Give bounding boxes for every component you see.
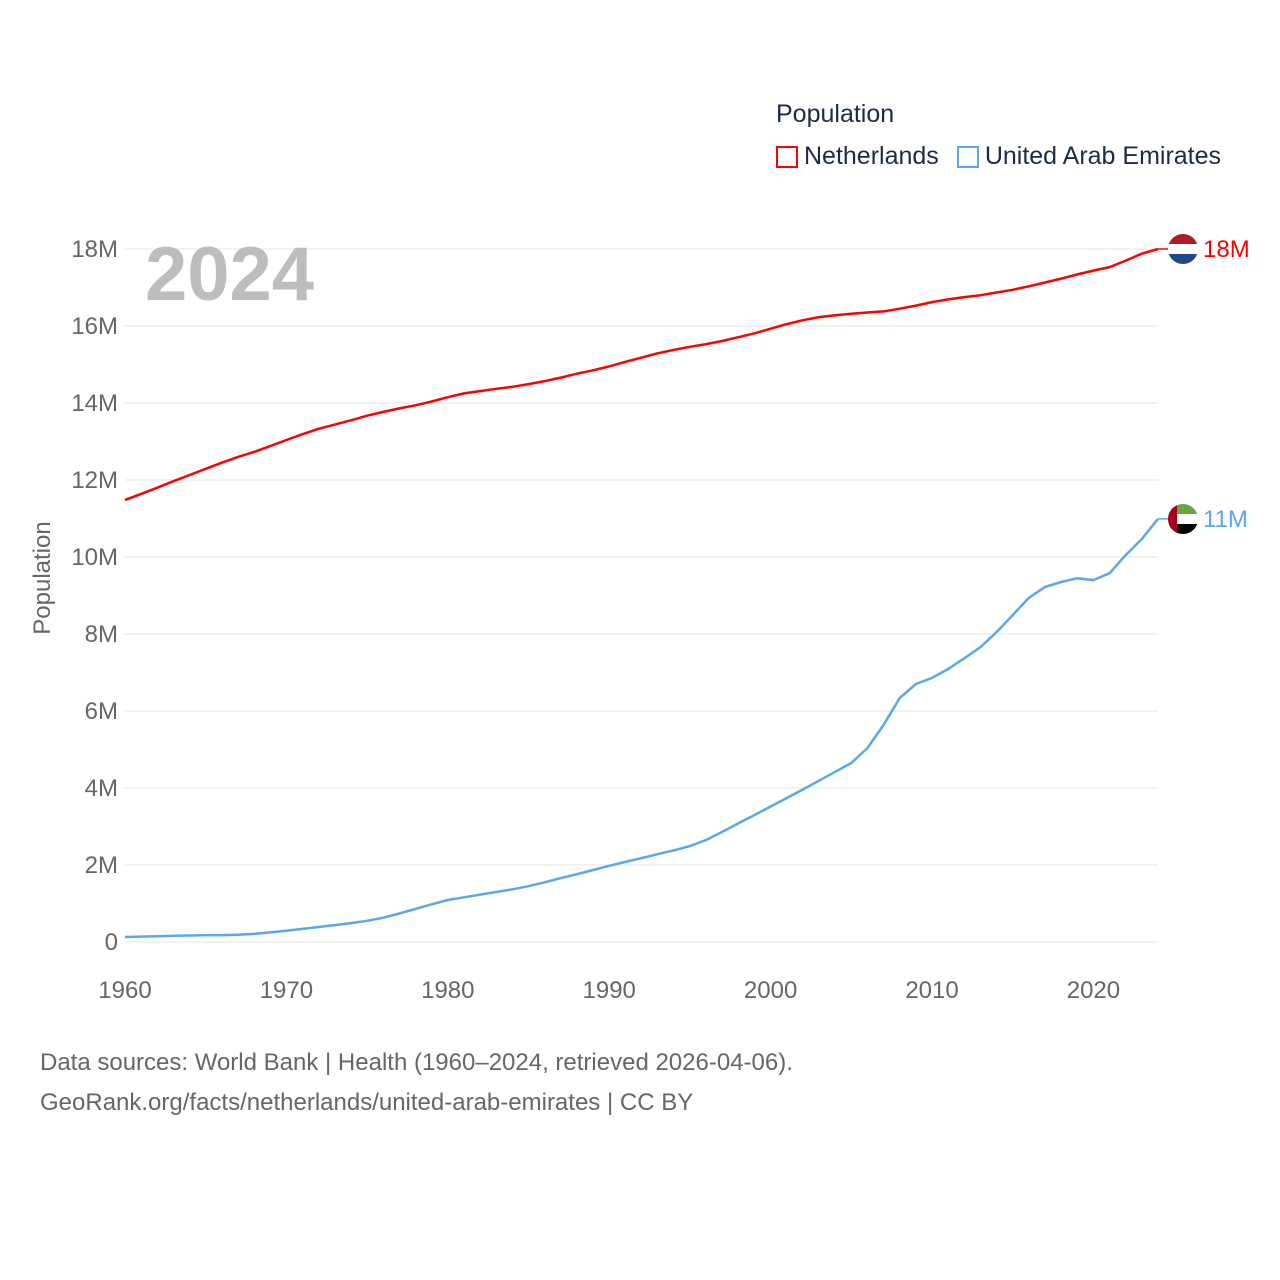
legend: Netherlands United Arab Emirates (776, 142, 1221, 171)
series-line-uae (124, 518, 1159, 939)
end-label-netherlands: 18M (1203, 236, 1250, 263)
uae-flag-icon (1168, 504, 1198, 534)
legend-item-uae[interactable]: United Arab Emirates (956, 142, 1222, 171)
x-tick-label: 2000 (744, 977, 797, 1004)
x-tick-label: 1990 (583, 977, 636, 1004)
series-line-netherlands (124, 247, 1159, 502)
y-tick-label: 10M (71, 544, 118, 571)
legend-swatch-netherlands (776, 145, 798, 168)
legend-title: Population (776, 100, 895, 128)
y-tick-label: 0 (105, 929, 118, 956)
x-tick-label: 1960 (98, 977, 151, 1004)
year-label: 2024 (145, 232, 314, 317)
y-tick-label: 8M (85, 621, 118, 648)
y-axis-label: Population (29, 521, 56, 634)
data-source-text: Data sources: World Bank | Health (1960–… (40, 1049, 793, 1076)
netherlands-flag-icon (1168, 234, 1198, 264)
legend-label: United Arab Emirates (984, 142, 1222, 170)
y-tick-label: 18M (71, 236, 118, 263)
x-tick-label: 1980 (421, 977, 474, 1004)
y-tick-label: 14M (71, 390, 118, 417)
y-tick-label: 4M (85, 775, 118, 802)
y-tick-label: 12M (71, 467, 118, 494)
legend-item-netherlands[interactable]: Netherlands (776, 142, 939, 171)
legend-swatch-uae (956, 145, 979, 168)
x-tick-label: 2020 (1067, 977, 1120, 1004)
y-tick-label: 6M (85, 698, 118, 725)
y-tick-label: 2M (85, 852, 118, 879)
legend-label: Netherlands (804, 142, 939, 170)
end-label-uae: 11M (1203, 506, 1248, 533)
x-tick-label: 1970 (260, 977, 313, 1004)
y-tick-label: 16M (71, 313, 118, 340)
source-link[interactable]: GeoRank.org/facts/netherlands/united-ara… (40, 1089, 694, 1116)
x-tick-label: 2010 (905, 977, 958, 1004)
footer: Data sources: World Bank | Health (1960–… (40, 1043, 793, 1123)
